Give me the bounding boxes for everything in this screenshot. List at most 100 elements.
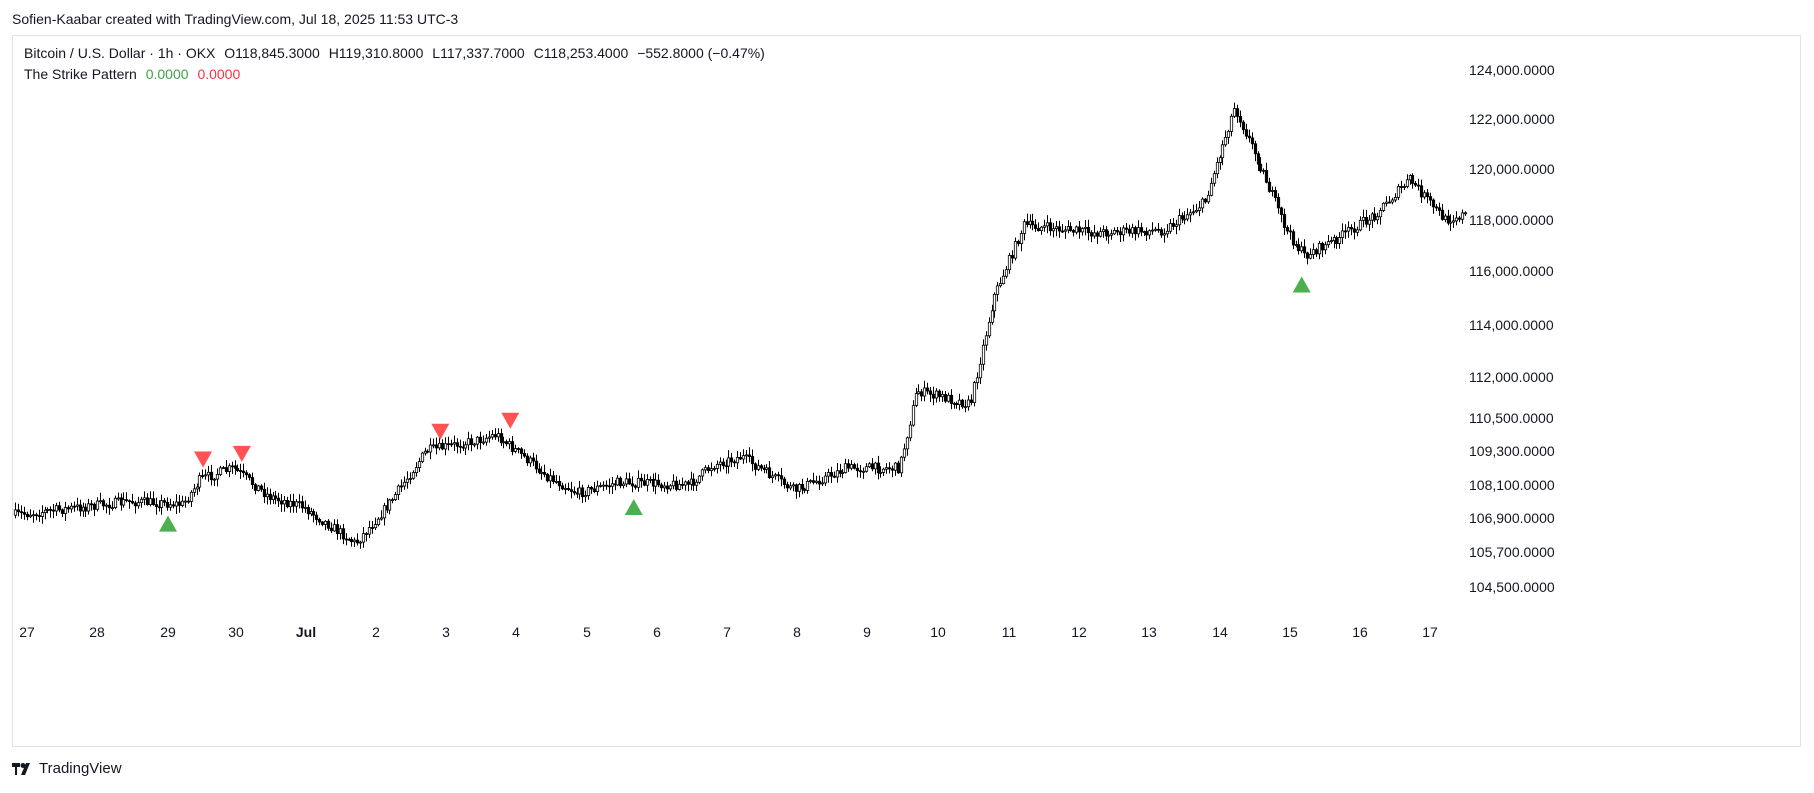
- candle-body: [1238, 116, 1243, 123]
- candle-body: [1296, 244, 1301, 252]
- candle-body: [832, 475, 837, 478]
- candle-body: [811, 480, 816, 483]
- indicator-name[interactable]: The Strike Pattern: [24, 66, 137, 82]
- candle-body: [1431, 199, 1436, 208]
- candle-body: [800, 483, 805, 490]
- candle-body: [1261, 169, 1266, 172]
- candle-body: [870, 463, 875, 470]
- candle-body: [1200, 198, 1205, 209]
- candle-body: [595, 485, 600, 493]
- candle-body: [151, 498, 156, 506]
- candle-body: [1101, 229, 1106, 232]
- candle-body: [747, 454, 752, 457]
- candle-body: [569, 489, 574, 492]
- candle-body: [855, 467, 860, 472]
- y-axis: 124,000.0000 122,000.0000 120,000.0000 118,…: [1469, 62, 1555, 595]
- candle-body: [379, 517, 384, 520]
- bearish-signal-marker[interactable]: [431, 423, 450, 440]
- candle-body: [1311, 249, 1316, 255]
- bullish-signal-marker[interactable]: [624, 499, 643, 515]
- candle-body: [475, 436, 480, 445]
- candle-body: [276, 497, 281, 502]
- candle-body: [133, 502, 138, 507]
- candle-body: [633, 485, 638, 488]
- candle-body: [1352, 228, 1357, 233]
- candle-body: [946, 394, 951, 402]
- candle-body: [1291, 231, 1296, 246]
- x-tick-label: 13: [1141, 624, 1157, 640]
- candle-body: [376, 518, 381, 526]
- candle-body: [1317, 242, 1322, 255]
- x-tick-label: 6: [653, 624, 661, 640]
- candle-body: [235, 467, 240, 471]
- candle-body: [665, 485, 670, 490]
- bearish-signal-marker[interactable]: [232, 445, 251, 462]
- bearish-signal-marker[interactable]: [501, 412, 520, 429]
- candle-body: [285, 499, 290, 508]
- candle-body: [1182, 218, 1187, 221]
- candle-body: [227, 465, 232, 472]
- candle-body: [534, 460, 539, 470]
- symbol-legend[interactable]: Bitcoin / U.S. Dollar · 1h · OKX O118,84…: [24, 45, 770, 61]
- candle-body: [268, 493, 273, 500]
- candle-body: [975, 377, 980, 383]
- candle-body: [224, 467, 229, 473]
- candle-body: [1405, 179, 1410, 187]
- y-tick-label: 112,000.0000: [1469, 369, 1554, 385]
- candle-body: [358, 541, 363, 544]
- candle-body: [279, 500, 284, 505]
- candle-body: [896, 462, 901, 474]
- candle-body: [607, 485, 612, 488]
- candle-body: [984, 335, 989, 346]
- x-tick-label: 5: [583, 624, 591, 640]
- candle-body: [40, 512, 45, 517]
- candle-body: [1191, 211, 1196, 214]
- candle-body: [1264, 169, 1269, 183]
- candle-body: [940, 394, 945, 398]
- bearish-signal-marker[interactable]: [194, 451, 213, 468]
- bullish-signal-marker[interactable]: [1292, 276, 1311, 293]
- candle-body: [124, 499, 129, 502]
- candle-body: [177, 501, 182, 506]
- candle-body: [1068, 226, 1073, 231]
- candle-body: [697, 475, 702, 483]
- tradingview-brand[interactable]: TradingView: [12, 760, 122, 777]
- candle-body: [510, 441, 515, 452]
- candle-body: [764, 467, 769, 470]
- candle-body: [1399, 186, 1404, 188]
- candle-body: [1393, 196, 1398, 201]
- candle-body: [440, 442, 445, 450]
- candle-body: [478, 436, 483, 444]
- candle-body: [66, 507, 71, 510]
- candle-body: [382, 505, 387, 519]
- candle-body: [1218, 157, 1223, 163]
- candle-body: [200, 475, 205, 478]
- candle-body: [1463, 212, 1468, 215]
- candle-body: [215, 474, 220, 480]
- candle-body: [551, 475, 556, 482]
- symbol-name[interactable]: Bitcoin / U.S. Dollar · 1h · OKX: [24, 45, 216, 61]
- bullish-signal-marker[interactable]: [159, 515, 177, 532]
- candle-body: [1337, 237, 1342, 244]
- candle-body: [580, 487, 585, 498]
- candle-body: [60, 509, 65, 514]
- candle-body: [1244, 129, 1249, 137]
- candle-body: [107, 504, 112, 509]
- candle-body: [779, 475, 784, 480]
- candle-body: [78, 504, 83, 512]
- indicator-value-bullish: 0.0000: [145, 66, 189, 82]
- candle-body: [1010, 255, 1015, 259]
- candle-body: [1016, 241, 1021, 244]
- candle-body: [1223, 136, 1228, 146]
- candle-body: [1180, 215, 1185, 220]
- candle-body: [259, 485, 264, 490]
- candle-body: [481, 441, 486, 444]
- candle-body: [969, 399, 974, 403]
- x-tick-label: 10: [930, 624, 946, 640]
- indicator-legend[interactable]: The Strike Pattern 0.0000 0.0000: [24, 66, 245, 82]
- candle-body: [1256, 153, 1261, 165]
- candle-body: [186, 500, 191, 503]
- candle-body: [192, 488, 197, 493]
- candle-body: [1416, 184, 1421, 187]
